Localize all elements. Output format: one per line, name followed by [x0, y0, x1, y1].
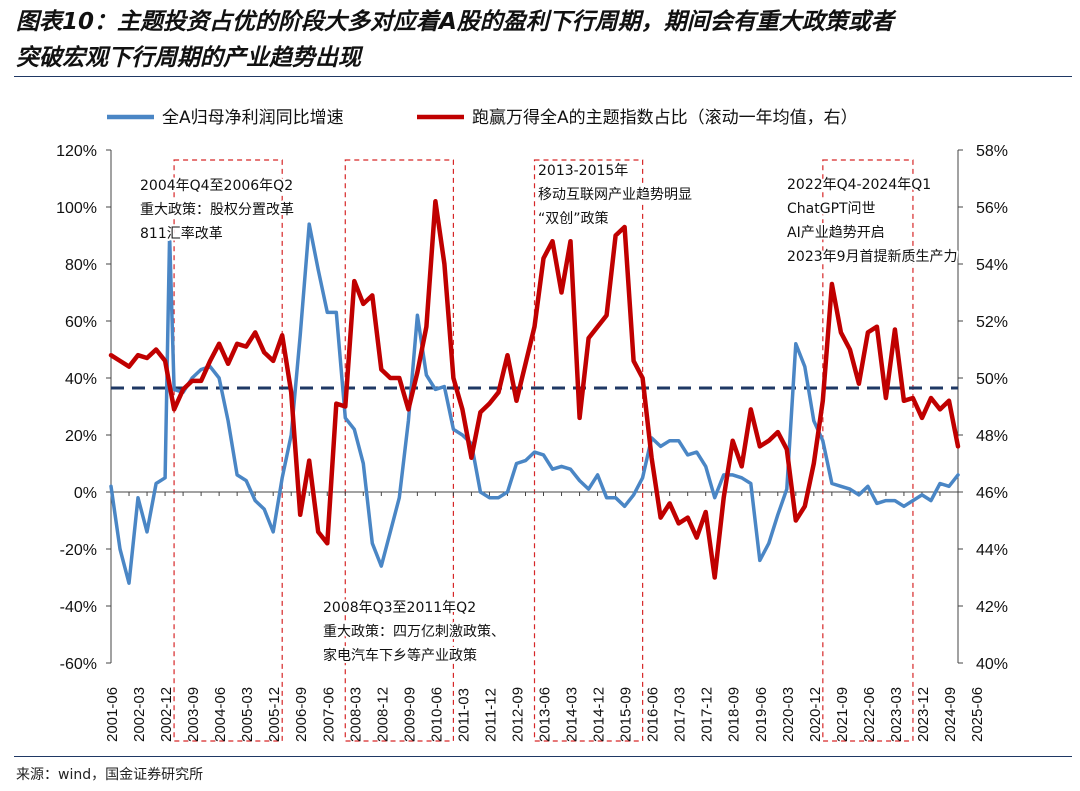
- annotation-4-line-2: ChatGPT问世: [787, 201, 876, 217]
- x-tick-label: 2010-06: [428, 687, 445, 742]
- x-tick-label: 2002-03: [131, 687, 148, 742]
- x-tick-label: 2007-06: [320, 687, 337, 742]
- x-tick-label: 2005-03: [239, 687, 256, 742]
- x-tick-label: 2011-12: [482, 688, 499, 742]
- annotation-halo: ChatGPT问世: [787, 201, 876, 217]
- data-series: [108, 199, 961, 585]
- left-tick-label: 80%: [65, 257, 97, 274]
- annotation-4-line-1: 2022年Q4-2024年Q1: [787, 177, 931, 193]
- annotation-halo: 2004年Q4至2006年Q2: [140, 178, 293, 194]
- highlight-box-1: [173, 159, 283, 742]
- x-tick-label: 2022-06: [861, 687, 878, 742]
- x-tick-label: 2001-06: [104, 687, 121, 742]
- annotation-4-line-4: 2023年9月首提新质生产力: [787, 249, 958, 265]
- x-tick-label: 2014-12: [591, 687, 608, 742]
- x-tick-label: 2025-06: [969, 687, 986, 742]
- highlight-box-3: [533, 159, 644, 742]
- x-tick-label: 2019-06: [753, 687, 770, 742]
- highlight-boxes: [173, 159, 914, 742]
- x-tick-label: 2005-12: [266, 687, 283, 742]
- x-tick-label: 2002-12: [158, 687, 175, 742]
- chart-area: -60% -40% -20% 0% 20% 40% 60% 80% 100% 120% 40% 42%…: [56, 108, 1008, 742]
- series-line-theme-ratio: [108, 199, 961, 580]
- tick-labels: -60% -40% -20% 0% 20% 40% 60% 80% 100% 120% 40% 42%…: [56, 143, 1008, 742]
- x-tick-label: 2017-03: [672, 687, 689, 742]
- right-tick-label: 40%: [976, 656, 1008, 673]
- x-tick-label: 2013-06: [537, 687, 554, 742]
- right-tick-label: 46%: [976, 485, 1008, 502]
- left-tick-label: 0%: [74, 485, 97, 502]
- annotation-3-line-3: “双创”政策: [538, 210, 609, 227]
- annotation-halo: 811汇率改革: [140, 225, 223, 242]
- x-tick-label: 2016-06: [645, 687, 662, 742]
- right-tick-label: 56%: [976, 200, 1008, 217]
- title-line-1: 图表10：主题投资占优的阶段大多对应着A股的盈利下行周期，期间会有重大政策或者: [16, 9, 894, 35]
- legend: 全A归母净利润同比增速 跑赢万得全A的主题指数占比（滚动一年均值，右）: [107, 108, 858, 128]
- annotation-3-line-2: 移动互联网产业趋势明显: [538, 187, 692, 203]
- left-tick-label: 20%: [65, 428, 97, 445]
- legend-label-profit-growth: 全A归母净利润同比增速: [162, 108, 344, 128]
- right-tick-label: 44%: [976, 542, 1008, 559]
- annotation-halo: 2008年Q3至2011年Q2: [323, 600, 476, 616]
- right-tick-label: 50%: [976, 371, 1008, 388]
- right-tick-label: 42%: [976, 599, 1008, 616]
- left-tick-label: -40%: [60, 599, 97, 616]
- annotation-halo: 重大政策：四万亿刺激政策、: [323, 623, 505, 640]
- annotation-2-line-3: 家电汽车下乡等产业政策: [323, 647, 477, 664]
- annotations: 2004年Q4至2006年Q22004年Q4至2006年Q2重大政策：股权分置改…: [138, 161, 960, 666]
- right-tick-label: 52%: [976, 314, 1008, 331]
- x-tick-label: 2017-12: [699, 687, 716, 742]
- x-tick-label: 2023-03: [888, 687, 905, 742]
- x-tick-label: 2024-09: [942, 687, 959, 742]
- annotation-1-line-1: 2004年Q4至2006年Q2: [140, 178, 293, 194]
- x-tick-label: 2020-12: [807, 687, 824, 742]
- left-tick-label: -20%: [60, 542, 97, 559]
- annotation-1-line-2: 重大政策：股权分置改革: [140, 201, 294, 218]
- x-tick-label: 2021-09: [834, 687, 851, 742]
- x-tick-label: 2015-09: [618, 687, 635, 742]
- left-tick-label: 100%: [56, 200, 97, 217]
- x-tick-label: 2008-12: [374, 687, 391, 742]
- x-tick-label: 2009-09: [401, 687, 418, 742]
- chart-title: 图表10：主题投资占优的阶段大多对应着A股的盈利下行周期，期间会有重大政策或者 …: [16, 4, 1066, 76]
- x-tick-label: 2023-12: [915, 687, 932, 742]
- x-tick-label: 2004-06: [212, 687, 229, 742]
- annotation-halo: 2023年9月首提新质生产力: [787, 249, 958, 265]
- annotation-halo: 移动互联网产业趋势明显: [538, 187, 692, 203]
- highlight-box-2: [344, 159, 455, 742]
- x-tick-label: 2018-09: [726, 687, 743, 742]
- title-line-2: 突破宏观下行周期的产业趋势出现: [16, 45, 361, 71]
- x-tick-label: 2008-03: [347, 687, 364, 742]
- right-tick-label: 54%: [976, 257, 1008, 274]
- annotation-halo: 2013-2015年: [538, 163, 628, 179]
- annotation-halo: 2022年Q4-2024年Q1: [787, 177, 931, 193]
- top-rule: [14, 76, 1072, 77]
- x-tick-label: 2020-03: [780, 687, 797, 742]
- left-tick-label: 40%: [65, 371, 97, 388]
- source-note: 来源：wind，国金证券研究所: [16, 767, 204, 783]
- annotation-halo: AI产业趋势开启: [787, 225, 885, 241]
- annotation-halo: 重大政策：股权分置改革: [140, 201, 294, 218]
- right-tick-label: 58%: [976, 143, 1008, 160]
- annotation-halo: 家电汽车下乡等产业政策: [323, 647, 477, 664]
- x-tick-label: 2006-09: [293, 687, 310, 742]
- annotation-4-line-3: AI产业趋势开启: [787, 225, 885, 241]
- bottom-rule: [14, 756, 1072, 757]
- highlight-box-4: [822, 159, 914, 742]
- x-tick-label: 2012-09: [509, 687, 526, 742]
- series-line-profit-growth: [109, 222, 960, 585]
- annotation-3-line-1: 2013-2015年: [538, 163, 628, 179]
- x-tick-label: 2014-03: [564, 687, 581, 742]
- left-tick-label: 120%: [56, 143, 97, 160]
- annotation-halo: “双创”政策: [538, 210, 609, 227]
- x-tick-label: 2003-09: [185, 687, 202, 742]
- legend-label-theme-ratio: 跑赢万得全A的主题指数占比（滚动一年均值，右）: [472, 108, 858, 128]
- annotation-2-line-1: 2008年Q3至2011年Q2: [323, 600, 476, 616]
- x-tick-label: 2011-03: [455, 688, 472, 742]
- left-tick-label: 60%: [65, 314, 97, 331]
- annotation-2-line-2: 重大政策：四万亿刺激政策、: [323, 623, 505, 640]
- left-tick-label: -60%: [60, 656, 97, 673]
- annotation-1-line-3: 811汇率改革: [140, 225, 223, 242]
- right-tick-label: 48%: [976, 428, 1008, 445]
